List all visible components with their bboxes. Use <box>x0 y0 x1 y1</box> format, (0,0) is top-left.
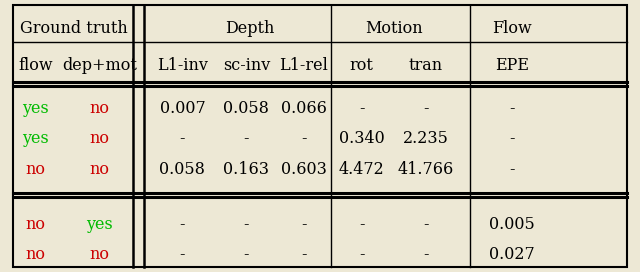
Text: 0.163: 0.163 <box>223 162 269 178</box>
Text: 0.603: 0.603 <box>281 162 327 178</box>
Text: -: - <box>359 216 364 233</box>
Text: -: - <box>180 216 185 233</box>
Text: 0.005: 0.005 <box>489 216 535 233</box>
Text: dep+mot: dep+mot <box>62 57 136 74</box>
Text: -: - <box>244 216 249 233</box>
Text: 0.340: 0.340 <box>339 130 385 147</box>
Text: -: - <box>509 130 515 147</box>
Text: EPE: EPE <box>495 57 529 74</box>
Text: 41.766: 41.766 <box>397 162 454 178</box>
Text: -: - <box>359 246 364 263</box>
Text: no: no <box>89 246 109 263</box>
Text: yes: yes <box>22 130 49 147</box>
Text: L1-inv: L1-inv <box>157 57 208 74</box>
Text: no: no <box>25 162 45 178</box>
Text: 4.472: 4.472 <box>339 162 385 178</box>
Text: Ground truth: Ground truth <box>20 20 127 37</box>
Text: tran: tran <box>408 57 443 74</box>
Text: yes: yes <box>86 216 113 233</box>
Text: -: - <box>301 216 307 233</box>
Text: Motion: Motion <box>365 20 422 37</box>
Text: no: no <box>89 130 109 147</box>
Text: -: - <box>509 162 515 178</box>
Text: no: no <box>89 162 109 178</box>
Text: rot: rot <box>349 57 374 74</box>
Text: yes: yes <box>22 100 49 117</box>
Text: Depth: Depth <box>225 20 275 37</box>
Text: -: - <box>180 130 185 147</box>
Text: -: - <box>423 100 428 117</box>
Text: -: - <box>423 246 428 263</box>
Text: 2.235: 2.235 <box>403 130 449 147</box>
Text: -: - <box>509 100 515 117</box>
Text: Flow: Flow <box>492 20 532 37</box>
Text: -: - <box>244 130 249 147</box>
Text: -: - <box>180 246 185 263</box>
Text: -: - <box>423 216 428 233</box>
Text: sc-inv: sc-inv <box>223 57 270 74</box>
Text: no: no <box>25 216 45 233</box>
Text: 0.066: 0.066 <box>281 100 327 117</box>
Text: no: no <box>89 100 109 117</box>
Text: -: - <box>301 130 307 147</box>
Text: -: - <box>359 100 364 117</box>
Text: 0.058: 0.058 <box>223 100 269 117</box>
Text: -: - <box>244 246 249 263</box>
Text: 0.007: 0.007 <box>159 100 205 117</box>
Text: no: no <box>25 246 45 263</box>
Text: -: - <box>301 246 307 263</box>
Text: 0.058: 0.058 <box>159 162 205 178</box>
Text: 0.027: 0.027 <box>489 246 535 263</box>
Text: flow: flow <box>18 57 52 74</box>
Text: L1-rel: L1-rel <box>280 57 328 74</box>
